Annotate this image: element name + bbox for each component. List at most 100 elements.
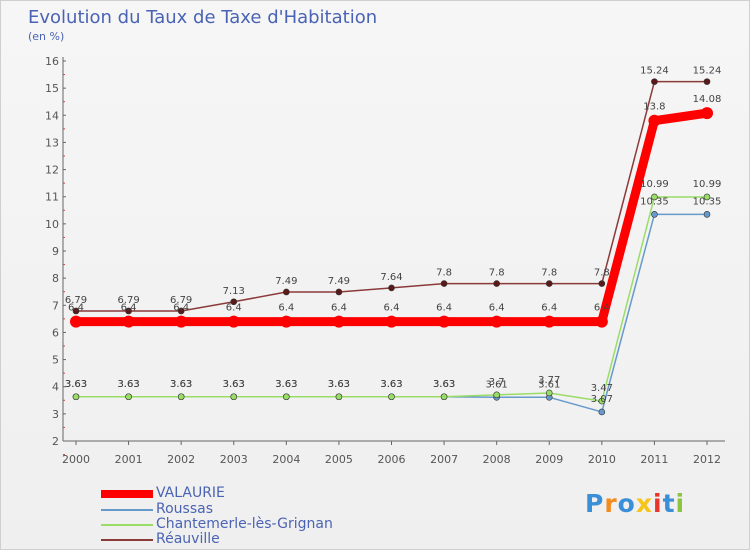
data-point: [440, 280, 448, 287]
data-label: 6.79: [117, 295, 139, 306]
data-label: 3.7: [489, 377, 505, 388]
logo-letter: i: [675, 489, 686, 518]
data-label: 3.63: [328, 379, 350, 390]
logo-letter: i: [653, 489, 663, 518]
data-label: 7.8: [436, 268, 452, 279]
data-label: 10.35: [640, 196, 669, 207]
legend-label: VALAURIE: [156, 485, 225, 501]
data-label: 13.8: [643, 102, 665, 113]
data-label: 15.24: [640, 66, 669, 77]
data-point: [125, 393, 132, 401]
data-label: 3.63: [65, 379, 87, 390]
x-tick-label: 2007: [430, 453, 458, 466]
data-point: [125, 307, 132, 315]
y-tick-label: 9: [52, 245, 59, 258]
data-point: [703, 78, 711, 85]
x-tick-label: 2009: [535, 453, 563, 466]
data-point: [598, 397, 606, 405]
legend-label: Chantemerle-lès-Grignan: [156, 516, 333, 532]
y-tick-label: 16: [45, 55, 59, 68]
legend-swatch: [101, 539, 153, 541]
data-point: [70, 315, 82, 328]
x-tick-label: 2004: [272, 453, 300, 466]
data-point: [703, 211, 711, 218]
data-label: 6.79: [65, 295, 87, 306]
data-label: 6.79: [170, 295, 192, 306]
data-point: [230, 393, 238, 401]
data-label: 7.64: [380, 272, 402, 283]
data-point: [651, 193, 658, 201]
data-label: 6.4: [226, 303, 242, 314]
data-label: 14.08: [693, 94, 722, 105]
data-point: [701, 107, 713, 120]
data-point: [545, 280, 553, 287]
data-label: 10.35: [693, 196, 722, 207]
y-tick-label: 2: [52, 435, 59, 448]
x-tick-label: 2012: [693, 453, 721, 466]
data-label: 3.63: [223, 379, 245, 390]
data-point: [280, 315, 293, 328]
data-label: 3.77: [538, 375, 560, 386]
y-tick-label: 12: [45, 164, 59, 177]
data-label: 10.99: [640, 179, 669, 190]
data-point: [388, 284, 395, 292]
data-label: 3.63: [170, 379, 192, 390]
data-point: [175, 315, 188, 328]
data-point: [283, 393, 290, 401]
logo-letter: P: [585, 489, 605, 518]
x-tick-label: 2008: [483, 453, 511, 466]
data-label: 6.4: [436, 303, 452, 314]
data-label: 3.63: [380, 379, 402, 390]
y-tick-label: 10: [45, 218, 59, 231]
y-tick-label: 15: [45, 82, 59, 95]
data-label: 3.63: [275, 379, 297, 390]
data-point: [72, 307, 80, 315]
data-point: [177, 393, 185, 401]
legend-swatch: [101, 490, 153, 498]
data-label: 6.4: [489, 303, 505, 314]
data-point: [227, 315, 240, 328]
data-point: [651, 211, 658, 218]
y-tick-label: 13: [45, 136, 59, 149]
data-label: 3.63: [117, 379, 139, 390]
x-tick-label: 2005: [325, 453, 353, 466]
data-label: 7.49: [275, 276, 297, 287]
data-label: 7.13: [223, 286, 245, 297]
data-label: 6.4: [384, 303, 400, 314]
data-label: 3.63: [117, 379, 139, 390]
legend-swatch: [101, 524, 153, 526]
data-label: 6.4: [278, 303, 294, 314]
data-label: 3.63: [433, 379, 455, 390]
data-label: 3.63: [65, 379, 87, 390]
data-point: [490, 315, 503, 328]
y-axis-unit: (en %): [28, 30, 65, 43]
data-point: [438, 315, 451, 328]
data-label: 15.24: [693, 66, 722, 77]
legend-label: Réauville: [156, 531, 220, 547]
x-tick-label: 2000: [62, 453, 90, 466]
y-tick-label: 8: [52, 272, 59, 285]
proxiti-logo: Proxiti: [585, 489, 685, 518]
data-label: 6.4: [331, 303, 347, 314]
data-point: [385, 315, 398, 328]
data-label: 7.8: [489, 268, 505, 279]
data-point: [543, 315, 556, 328]
logo-letter: r: [604, 489, 618, 518]
data-label: 3.61: [486, 379, 508, 390]
y-tick-label: 3: [52, 408, 59, 421]
data-point: [703, 193, 711, 201]
data-label: 3.63: [223, 379, 245, 390]
data-point: [648, 114, 661, 127]
x-tick-label: 2001: [115, 453, 143, 466]
x-tick-label: 2002: [167, 453, 195, 466]
data-label: 3.63: [433, 379, 455, 390]
data-label: 7.49: [328, 276, 350, 287]
data-point: [122, 315, 135, 328]
data-label: 6.4: [121, 303, 137, 314]
data-point: [283, 288, 290, 296]
x-tick-label: 2006: [378, 453, 406, 466]
data-label: 7.8: [594, 268, 610, 279]
data-label: 6.4: [594, 303, 610, 314]
data-point: [177, 307, 185, 315]
